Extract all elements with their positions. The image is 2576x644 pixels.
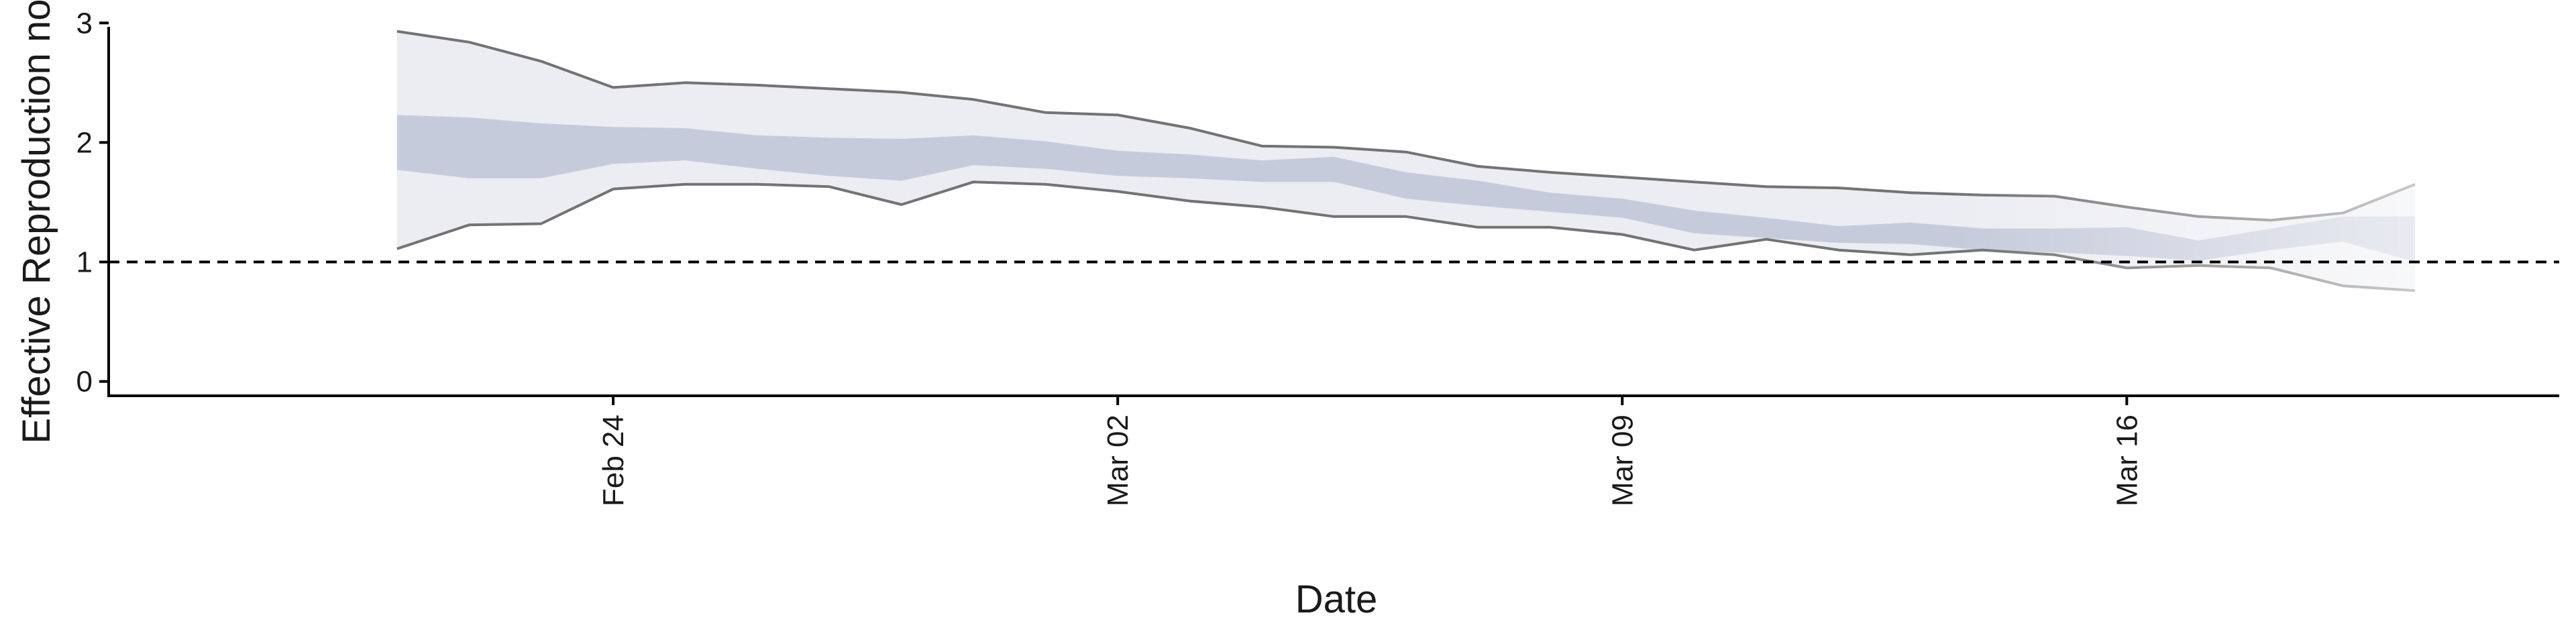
x-tick-label: Mar 02	[1102, 415, 1134, 506]
y-tick-label: 0	[76, 366, 93, 398]
y-axis-title: Effective Reproduction no	[15, 0, 58, 444]
x-tick-label: Mar 09	[1606, 415, 1639, 506]
y-tick-label: 3	[76, 7, 93, 40]
y-tick-label: 2	[76, 126, 93, 159]
lower-bound-line	[396, 180, 2416, 292]
x-tick-label: Mar 16	[2110, 415, 2143, 506]
axis-ticks: 0 1 2 3 Feb 24 Mar 02 Mar 09 Mar 16	[76, 7, 2144, 506]
upper-bound-line	[396, 30, 2416, 222]
x-tick-label: Feb 24	[597, 415, 630, 506]
y-tick-label: 1	[76, 246, 93, 279]
x-axis-title: Date	[1295, 578, 1378, 621]
plot-bands	[396, 30, 2416, 292]
inner-interval-band	[396, 115, 2416, 262]
